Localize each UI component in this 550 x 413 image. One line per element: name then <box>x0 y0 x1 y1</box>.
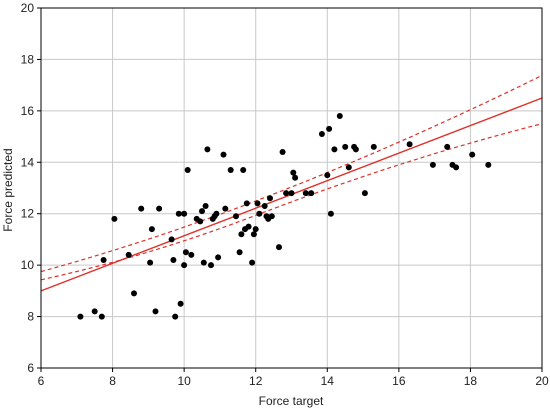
data-point <box>172 313 179 320</box>
data-point <box>324 172 331 179</box>
x-tick-label: 18 <box>464 374 478 388</box>
data-point <box>197 218 204 225</box>
data-point <box>283 190 290 197</box>
data-point <box>138 205 145 212</box>
data-point <box>249 259 256 266</box>
y-axis-ticks: 6 8 10 12 14 16 18 20 <box>21 1 41 375</box>
x-tick-label: 20 <box>535 374 549 388</box>
data-point <box>220 151 227 158</box>
data-point <box>91 308 98 315</box>
data-point <box>361 190 368 197</box>
data-point <box>429 161 436 168</box>
data-point <box>406 141 413 148</box>
x-tick-label: 8 <box>109 374 116 388</box>
data-point <box>327 210 334 217</box>
data-point <box>254 200 261 207</box>
data-point <box>200 259 207 266</box>
data-point <box>290 169 297 176</box>
y-tick-label: 18 <box>21 52 35 66</box>
data-point <box>352 146 359 153</box>
data-point <box>204 146 211 153</box>
data-point <box>152 308 159 315</box>
data-point <box>215 254 222 261</box>
data-point <box>444 143 451 150</box>
data-point <box>213 210 220 217</box>
data-point <box>331 146 338 153</box>
data-point <box>177 300 184 307</box>
y-tick-label: 12 <box>21 207 35 221</box>
y-tick-label: 10 <box>21 258 35 272</box>
data-point <box>147 259 154 266</box>
data-point <box>250 231 257 238</box>
data-point <box>288 190 295 197</box>
data-point <box>77 313 84 320</box>
data-point <box>236 249 243 256</box>
ci-lower-line <box>40 123 543 281</box>
x-tick-label: 6 <box>38 374 45 388</box>
data-point <box>485 161 492 168</box>
data-point <box>318 131 325 137</box>
x-tick-label: 16 <box>392 374 406 388</box>
data-point <box>148 226 155 233</box>
data-point <box>267 195 273 202</box>
regression-fit <box>40 74 543 292</box>
x-axis-label: Force target <box>259 394 324 408</box>
data-point <box>168 236 175 243</box>
data-point <box>469 151 476 158</box>
data-point <box>308 190 315 197</box>
data-point <box>292 174 299 181</box>
data-point <box>181 262 188 269</box>
data-point <box>370 143 377 150</box>
data-point <box>202 203 209 209</box>
x-tick-label: 12 <box>249 374 263 388</box>
y-tick-label: 16 <box>21 104 35 118</box>
data-point <box>170 257 177 263</box>
data-point <box>336 113 343 119</box>
grid-lines <box>41 8 542 368</box>
data-point <box>326 125 333 132</box>
data-point <box>181 210 188 217</box>
data-point <box>111 215 118 222</box>
data-point <box>233 213 239 220</box>
data-point <box>256 210 263 217</box>
x-axis-ticks: 6 8 10 12 14 16 18 20 <box>38 368 549 388</box>
y-tick-label: 8 <box>27 310 34 324</box>
ci-upper-line <box>40 74 543 273</box>
y-tick-label: 14 <box>21 155 35 169</box>
data-point <box>156 205 163 212</box>
data-point <box>98 313 105 320</box>
data-point <box>188 251 195 258</box>
data-point <box>276 244 282 251</box>
plot-frame <box>40 7 543 369</box>
x-tick-label: 14 <box>321 374 335 388</box>
data-point <box>222 205 229 212</box>
data-point <box>245 223 252 230</box>
data-point <box>227 167 234 173</box>
data-point <box>279 149 286 155</box>
data-point <box>175 210 182 217</box>
data-point <box>238 231 245 238</box>
data-point <box>302 190 309 197</box>
data-point <box>131 290 137 297</box>
data-point <box>252 226 259 233</box>
data-point <box>453 164 460 171</box>
data-point <box>240 167 247 173</box>
data-points <box>77 113 492 320</box>
data-point <box>345 164 352 171</box>
data-point <box>100 257 107 263</box>
data-point <box>261 203 268 209</box>
data-point <box>208 262 214 269</box>
x-tick-label: 10 <box>177 374 191 388</box>
y-tick-label: 20 <box>21 1 35 15</box>
y-axis-label: Force predicted <box>1 148 15 231</box>
data-point <box>243 200 250 207</box>
data-point <box>125 251 132 258</box>
data-point <box>199 208 205 215</box>
y-tick-label: 6 <box>27 361 34 375</box>
data-point <box>182 249 189 256</box>
data-point <box>184 167 191 173</box>
data-point <box>342 143 349 150</box>
data-point <box>268 213 275 220</box>
